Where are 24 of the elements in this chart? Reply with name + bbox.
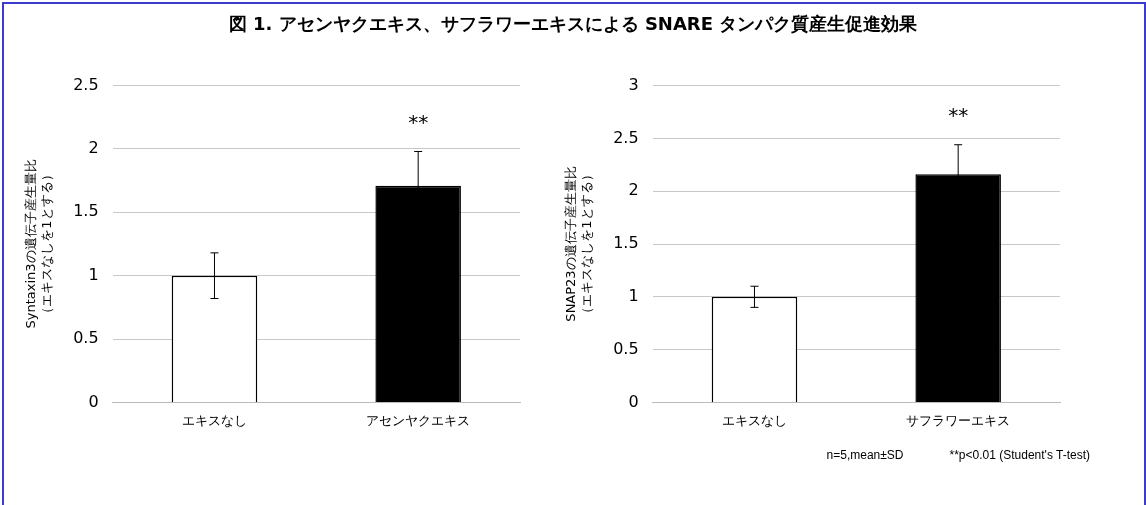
annotation: ** <box>408 109 429 134</box>
y-tick-label: 2 <box>628 180 639 200</box>
text: 図 1. アセンヤクエキス、サフラワーエキスによる SNARE タンパク質産生促進効果 <box>227 12 919 36</box>
y-tick-label: 1 <box>628 285 639 305</box>
y-tick-label: 1 <box>88 264 99 284</box>
y-tick-label: 0 <box>628 391 639 411</box>
y-tick-label: 0.5 <box>613 338 639 358</box>
y-tick-label: 2 <box>88 138 99 158</box>
y-tick-label: 1.5 <box>73 201 99 221</box>
x-tick-label: サフラワーエキス <box>906 412 1011 428</box>
y-tick-label: 0 <box>88 391 99 411</box>
y-axis-title: SNAP23の遺伝子産生量比（エキスなしを1とする） <box>563 166 594 322</box>
y-tick-label: 2.5 <box>73 74 99 94</box>
y-axis-title: Syntaxin3の遺伝子産生量比（エキスなしを1とする） <box>23 159 54 329</box>
text: **p<0.01 (Student's T-test) <box>949 448 1090 462</box>
x-tick-label: アセンヤクエキス <box>366 412 471 428</box>
x-tick-label: エキスなし <box>181 412 247 428</box>
text: n=5,mean±SD <box>826 448 904 462</box>
y-tick-label: 3 <box>628 74 639 94</box>
y-tick-label: 1.5 <box>613 233 639 253</box>
annotation: ** <box>948 102 969 127</box>
y-tick-label: 0.5 <box>73 328 99 348</box>
x-tick-label: エキスなし <box>721 412 787 428</box>
y-tick-label: 2.5 <box>613 127 639 147</box>
